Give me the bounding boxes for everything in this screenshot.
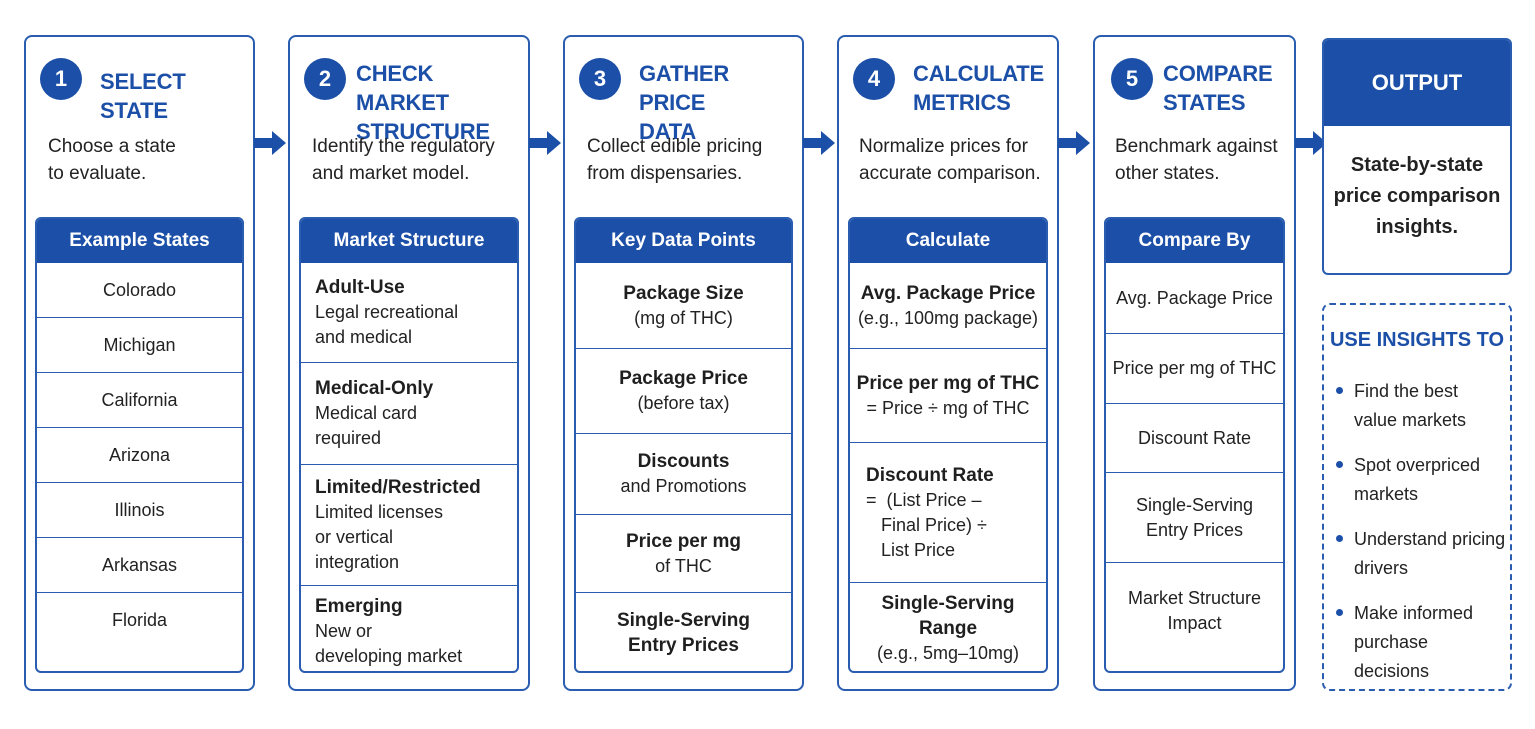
- list-item: Arizona: [37, 428, 242, 483]
- output-box: OUTPUT State-by-state price comparison i…: [1322, 38, 1512, 275]
- list-item: Avg. Package Price (e.g., 100mg package): [850, 263, 1046, 349]
- arrow-right-icon: [254, 131, 286, 155]
- step-number-badge: 5: [1111, 58, 1153, 100]
- step-number-badge: 4: [853, 58, 895, 100]
- list-item: Single-Serving Entry Prices: [1106, 473, 1283, 563]
- output-title: OUTPUT: [1324, 40, 1510, 126]
- step-title: CALCULATE METRICS: [913, 61, 1044, 115]
- box-title: Calculate: [850, 219, 1046, 263]
- list-item: Price per mg of THC: [576, 515, 791, 593]
- list-item: Price per mg of THC = Price ÷ mg of THC: [850, 349, 1046, 443]
- step-number-badge: 1: [40, 58, 82, 100]
- step-header: 3 GATHER PRICE DATA: [565, 37, 802, 144]
- step-header: 2 CHECK MARKET STRUCTURE: [290, 37, 528, 144]
- arrow-right-icon: [1295, 131, 1327, 155]
- step-5-compare-states: 5 COMPARE STATES Benchmark against other…: [1093, 35, 1296, 691]
- list-item: Adult-Use Legal recreational and medical: [301, 263, 517, 363]
- step-4-calculate-metrics: 4 CALCULATE METRICS Normalize prices for…: [837, 35, 1059, 691]
- list-item: Emerging New or developing market: [315, 596, 463, 666]
- list-item: Colorado: [37, 263, 242, 318]
- bullet-icon: [1336, 535, 1343, 542]
- insights-title: USE INSIGHTS TO: [1329, 329, 1505, 351]
- step-title: COMPARE STATES: [1163, 61, 1273, 115]
- bullet-icon: [1336, 609, 1343, 616]
- list-item: Discount Rate: [1106, 404, 1283, 473]
- insight-item: Understand pricing drivers: [1336, 525, 1506, 583]
- list-item: Limited/Restricted Limited licenses or v…: [301, 465, 517, 586]
- list-item: California: [37, 373, 242, 428]
- step-header: 5 COMPARE STATES: [1095, 37, 1294, 127]
- step-number-badge: 2: [304, 58, 346, 100]
- step-description: Identify the regulatory and market model…: [312, 136, 495, 184]
- list-item: Discounts and Promotions: [576, 434, 791, 515]
- insight-item: Find the best value markets: [1336, 377, 1506, 435]
- arrow-right-icon: [803, 131, 835, 155]
- list-item: Discount Rate = (List Price – Final Pric…: [850, 443, 1046, 583]
- insight-item: Make informed purchase decisions: [1336, 599, 1506, 686]
- key-data-points-box: Key Data Points Package Size (mg of THC)…: [574, 217, 793, 673]
- arrow-right-icon: [1058, 131, 1090, 155]
- step-1-select-state: 1 SELECT STATE Choose a state to evaluat…: [24, 35, 255, 691]
- step-2-check-market-structure: 2 CHECK MARKET STRUCTURE Identify the re…: [288, 35, 530, 691]
- list-item: Package Price (before tax): [576, 349, 791, 434]
- box-title: Key Data Points: [576, 219, 791, 263]
- step-header: 4 CALCULATE METRICS: [839, 37, 1057, 127]
- step-description: Choose a state to evaluate.: [48, 136, 176, 184]
- use-insights-box: USE INSIGHTS TO Find the best value mark…: [1322, 303, 1512, 691]
- example-states-box: Example States Colorado Michigan Califor…: [35, 217, 244, 673]
- list-item: Package Size (mg of THC): [576, 263, 791, 349]
- list-item: Illinois: [37, 483, 242, 538]
- step-description: Collect edible pricing from dispensaries…: [587, 136, 763, 184]
- list-item: Single-Serving Entry Prices: [616, 610, 751, 656]
- step-header: 1 SELECT STATE: [26, 37, 253, 127]
- list-item: Avg. Package Price: [1106, 263, 1283, 334]
- output-text: State-by-state price comparison insights…: [1333, 154, 1501, 238]
- list-item: Single-Serving Range (e.g., 5mg–10mg): [876, 592, 1020, 663]
- step-title: SELECT STATE: [100, 69, 186, 123]
- step-3-gather-price-data: 3 GATHER PRICE DATA Collect edible prici…: [563, 35, 804, 691]
- arrow-right-icon: [529, 131, 561, 155]
- bullet-icon: [1336, 461, 1343, 468]
- box-title: Example States: [37, 219, 242, 263]
- list-item: Price per mg of THC: [1106, 334, 1283, 404]
- step-number-badge: 3: [579, 58, 621, 100]
- list-item: Arkansas: [37, 538, 242, 593]
- market-structure-box: Market Structure Adult-Use Legal recreat…: [299, 217, 519, 673]
- list-item: Florida: [111, 610, 168, 630]
- insight-item: Spot overpriced markets: [1336, 451, 1506, 509]
- box-title: Market Structure: [301, 219, 517, 263]
- compare-by-box: Compare By Avg. Package Price Price per …: [1104, 217, 1285, 673]
- step-description: Normalize prices for accurate comparison…: [859, 136, 1041, 184]
- calculate-box: Calculate Avg. Package Price (e.g., 100m…: [848, 217, 1048, 673]
- step-title: GATHER PRICE DATA: [639, 61, 730, 144]
- bullet-icon: [1336, 387, 1343, 394]
- box-title: Compare By: [1106, 219, 1283, 263]
- step-description: Benchmark against other states.: [1115, 136, 1278, 184]
- list-item: Michigan: [37, 318, 242, 373]
- list-item: Medical-Only Medical card required: [301, 363, 517, 465]
- step-title: CHECK MARKET STRUCTURE: [356, 61, 490, 144]
- list-item: Market Structure Impact: [1127, 588, 1262, 633]
